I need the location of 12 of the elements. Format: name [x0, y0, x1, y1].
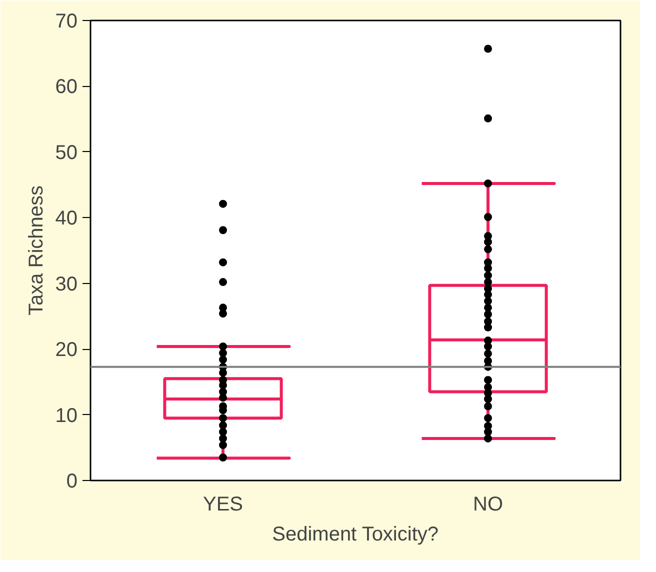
x-tick-label: YES — [202, 494, 244, 516]
x-axis-title: Sediment Toxicity? — [272, 524, 439, 546]
y-tick-label: 30 — [55, 273, 78, 296]
y-tick-label: 40 — [55, 208, 78, 230]
y-tick-label: 70 — [55, 10, 78, 32]
y-tick-label: 10 — [55, 404, 78, 427]
y-tick-label: 60 — [55, 76, 78, 98]
x-tick-label: NO — [473, 494, 503, 516]
y-tick-label: 0 — [66, 470, 78, 492]
y-axis-title: Taxa Richness — [25, 185, 48, 316]
y-tick-label: 20 — [55, 339, 78, 362]
y-tick-label: 50 — [55, 142, 78, 164]
